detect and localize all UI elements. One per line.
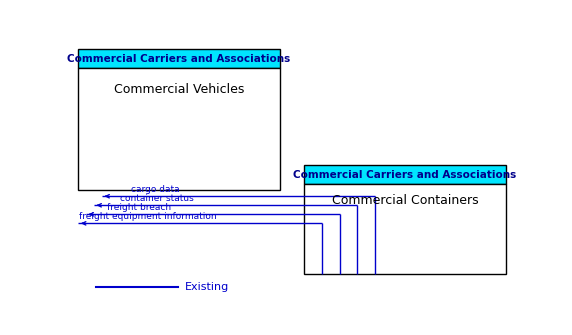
Bar (78, 49, 280, 68)
Bar (304, 165, 506, 184)
Text: container status: container status (120, 194, 194, 203)
Text: Commercial Carriers and Associations: Commercial Carriers and Associations (293, 170, 517, 180)
Text: Commercial Vehicles: Commercial Vehicles (114, 83, 244, 96)
Text: Commercial Containers: Commercial Containers (332, 194, 478, 207)
Text: cargo data: cargo data (132, 185, 180, 194)
Text: freight breach: freight breach (107, 203, 171, 212)
Bar (304, 184, 506, 274)
Text: freight equipment information: freight equipment information (80, 212, 217, 221)
Bar (78, 68, 280, 190)
Text: Commercial Carriers and Associations: Commercial Carriers and Associations (67, 54, 291, 64)
Text: Existing: Existing (185, 281, 229, 291)
